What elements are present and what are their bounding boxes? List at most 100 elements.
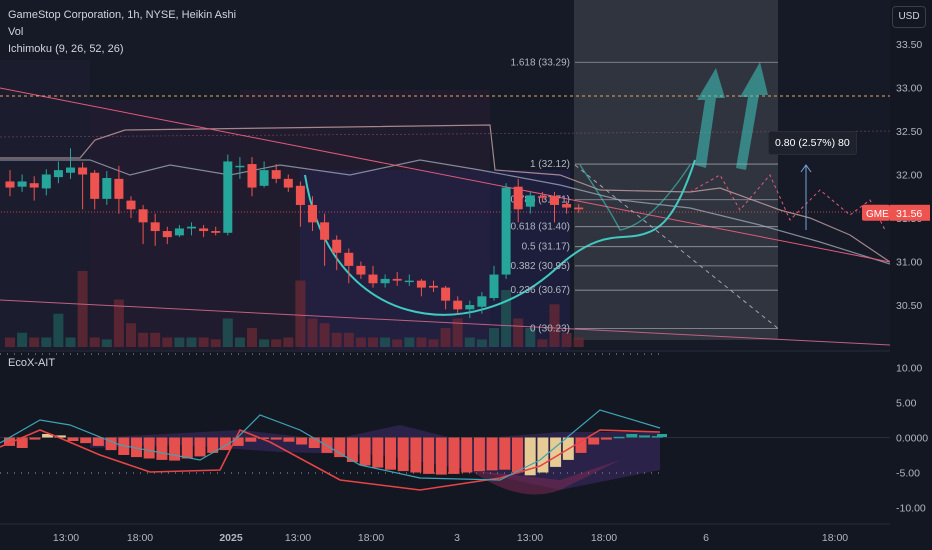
volume-bar xyxy=(65,337,76,347)
volume-bar xyxy=(77,271,88,347)
volume-bar xyxy=(331,332,342,347)
oscillator-bar xyxy=(397,437,409,472)
oscillator-bar xyxy=(524,437,536,476)
volume-bar xyxy=(150,332,161,347)
candle-body xyxy=(525,195,535,207)
oscillator-bar xyxy=(372,437,384,468)
candle-body xyxy=(78,167,88,175)
oscillator-bar xyxy=(575,437,587,453)
time-axis-tick: 13:00 xyxy=(517,532,543,544)
time-axis-tick: 18:00 xyxy=(358,532,384,544)
volume-bar xyxy=(247,328,257,347)
volume-bar xyxy=(525,328,536,347)
oscillator-bar xyxy=(308,437,320,448)
symbol-legend[interactable]: GameStop Corporation, 1h, NYSE, Heikin A… xyxy=(8,9,237,21)
candle-body xyxy=(259,170,269,186)
cloud-lower-line xyxy=(0,159,891,265)
oscillator-layer xyxy=(0,353,890,495)
candle-body xyxy=(102,177,112,199)
volume-bar xyxy=(307,318,318,347)
candle-body xyxy=(295,185,305,205)
forecast-path xyxy=(689,174,886,231)
candle-body xyxy=(477,296,487,307)
candle-body xyxy=(550,196,559,205)
measure-arrow xyxy=(800,164,812,173)
oscillator-bar xyxy=(473,437,485,472)
oscillator-legend[interactable]: EcoX-AIT xyxy=(8,357,56,369)
volume-bar xyxy=(174,337,185,347)
oscillator-bar xyxy=(54,435,66,438)
oscillator-bar xyxy=(600,437,612,440)
candle-body xyxy=(465,305,475,310)
volume-legend[interactable]: Vol xyxy=(8,26,24,38)
oscillator-bar xyxy=(245,437,257,442)
candle-body xyxy=(368,274,378,284)
fibonacci-retracement[interactable]: 1.618 (33.29) 1 (32.12) 0.786 (31.71) 0.618… xyxy=(511,57,779,334)
volume-bar xyxy=(234,337,245,347)
price-axis-tick: 33.00 xyxy=(896,83,922,95)
currency-button[interactable]: USD xyxy=(892,6,926,28)
time-axis-tick: 13:00 xyxy=(285,532,311,544)
volume-bar xyxy=(113,299,124,347)
ichimoku-legend[interactable]: Ichimoku (9, 26, 52, 26) xyxy=(8,43,124,55)
trend-line xyxy=(0,299,891,346)
oscillator-bar xyxy=(270,437,282,440)
oscillator-bar xyxy=(296,437,308,445)
drawings-layer[interactable] xyxy=(0,62,891,346)
fib-level-label: 0.5 (31.17) xyxy=(522,242,570,253)
oscillator-bar xyxy=(42,434,54,438)
candle-body xyxy=(90,172,100,199)
volume-bar xyxy=(210,339,221,347)
volume-bar xyxy=(271,339,282,347)
volume-bar xyxy=(537,339,548,347)
oscillator-bar xyxy=(626,434,638,438)
volume-bar xyxy=(29,337,40,347)
volume-bar xyxy=(222,318,233,347)
volume-bar xyxy=(89,337,100,347)
oscillator-bar xyxy=(613,436,625,439)
shade-block xyxy=(0,60,90,350)
fib-level-label: 0 (30.23) xyxy=(530,323,570,334)
oscillator-axis-tick: 0.0000 xyxy=(896,433,928,445)
oscillator-bar xyxy=(16,437,28,448)
candle-body xyxy=(501,187,511,275)
oscillator-bar xyxy=(258,437,269,439)
oscillator-axis-tick: 10.00 xyxy=(896,363,922,375)
oscillator-bar xyxy=(105,437,117,451)
candle-body xyxy=(138,209,148,223)
oscillator-bar xyxy=(80,437,92,444)
trend-line xyxy=(0,87,891,263)
time-axis-tick: 18:00 xyxy=(127,532,153,544)
volume-bar xyxy=(41,337,52,347)
candles-layer[interactable] xyxy=(5,148,584,319)
price-axis-tick: 33.50 xyxy=(896,39,922,51)
candle-body xyxy=(211,231,221,233)
volume-bar xyxy=(428,339,439,347)
cup-pattern-curve xyxy=(304,159,696,316)
price-axis-tick: 32.00 xyxy=(896,170,922,182)
oscillator-bar xyxy=(499,437,511,470)
volume-bar xyxy=(549,304,560,347)
candle-body xyxy=(29,183,39,188)
candle-body xyxy=(489,274,499,299)
fib-level-label: 0.618 (31.40) xyxy=(511,222,571,233)
oscillator-bar xyxy=(448,437,460,474)
volume-bar xyxy=(101,339,112,347)
volume-bar xyxy=(476,339,487,347)
candle-body xyxy=(332,239,342,253)
oscillator-bar xyxy=(283,437,295,442)
oscillator-bar xyxy=(512,437,523,473)
volume-bar xyxy=(464,337,475,347)
volume-bar xyxy=(452,318,463,347)
oscillator-bar xyxy=(29,437,41,440)
volume-bar xyxy=(5,337,15,347)
candle-body xyxy=(53,170,63,178)
volume-bar xyxy=(501,290,512,347)
price-axis-tick: 32.50 xyxy=(896,126,922,138)
symbol-tag-bg xyxy=(862,204,890,221)
candle-body xyxy=(126,200,136,210)
volume-bar xyxy=(440,328,451,347)
candle-body xyxy=(441,287,451,301)
oscillator-bar xyxy=(461,437,473,473)
